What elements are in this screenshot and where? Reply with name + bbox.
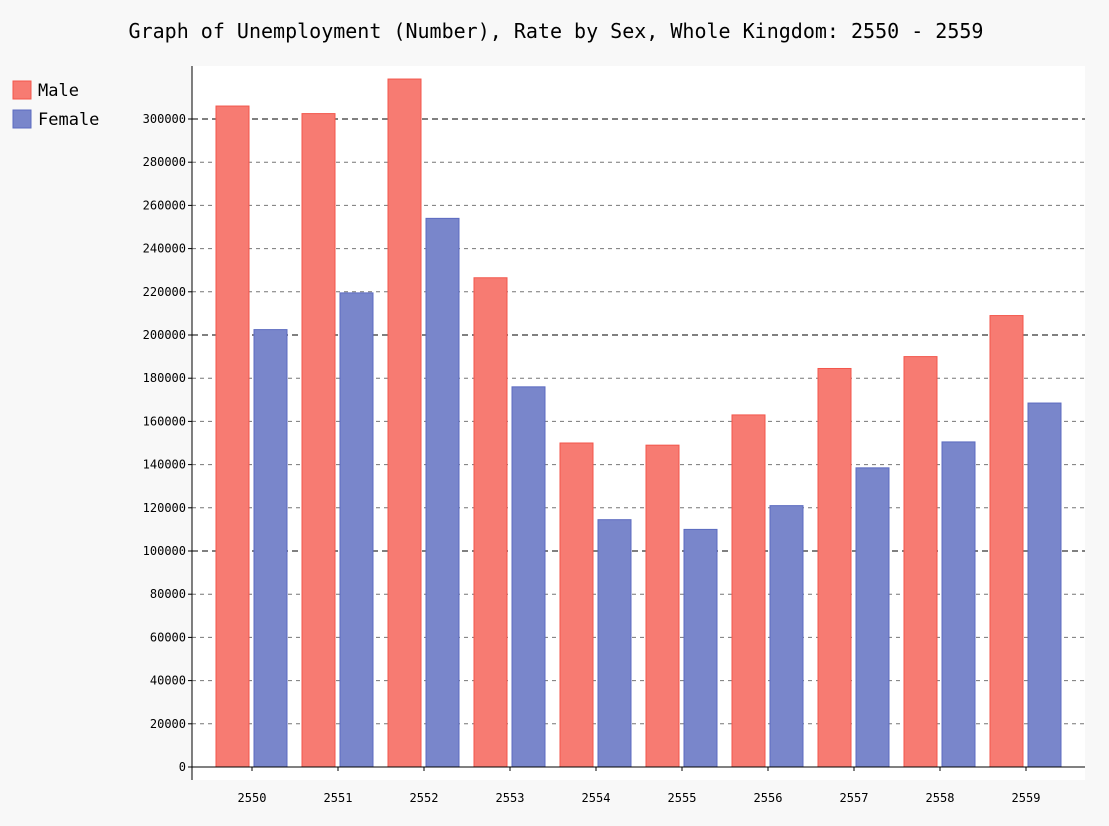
bar-male-2557[interactable] xyxy=(817,367,852,768)
legend-swatch-male xyxy=(12,80,32,100)
y-tick-label: 40000 xyxy=(150,674,186,688)
y-tick-label: 180000 xyxy=(143,371,186,385)
bar-male-2550[interactable] xyxy=(215,105,250,768)
x-tick-label: 2554 xyxy=(582,791,611,805)
y-tick-label: 100000 xyxy=(143,544,186,558)
x-tick-label: 2555 xyxy=(668,791,697,805)
bar-female-2557[interactable] xyxy=(855,467,890,768)
y-tick-label: 80000 xyxy=(150,587,186,601)
x-axis-ticks: 2550 2551 2552 2553 2554 2555 2556 2557 2558 2559 xyxy=(238,767,1041,805)
bar-female-2559[interactable] xyxy=(1027,402,1062,768)
x-tick-label: 2556 xyxy=(754,791,783,805)
bars xyxy=(215,78,1062,768)
bar-female-2553[interactable] xyxy=(511,386,546,768)
bar-male-2554[interactable] xyxy=(559,442,594,768)
legend-item-male[interactable]: Male xyxy=(12,80,79,101)
bar-male-2553[interactable] xyxy=(473,277,508,768)
y-tick-label: 200000 xyxy=(143,328,186,342)
legend-label-female: Female xyxy=(38,110,99,130)
x-tick-label: 2550 xyxy=(238,791,267,805)
x-tick-label: 2551 xyxy=(324,791,353,805)
y-tick-label: 0 xyxy=(179,760,186,774)
bar-female-2554[interactable] xyxy=(597,519,632,768)
x-tick-label: 2553 xyxy=(496,791,525,805)
bar-male-2552[interactable] xyxy=(387,78,422,768)
bar-female-2551[interactable] xyxy=(339,292,374,768)
y-tick-label: 120000 xyxy=(143,501,186,515)
x-tick-label: 2559 xyxy=(1012,791,1041,805)
legend: Male Female xyxy=(12,80,99,130)
chart-title: Graph of Unemployment (Number), Rate by … xyxy=(129,19,984,43)
bar-female-2552[interactable] xyxy=(425,217,460,768)
bar-male-2559[interactable] xyxy=(989,315,1024,768)
y-tick-label: 220000 xyxy=(143,285,186,299)
y-tick-label: 240000 xyxy=(143,242,186,256)
y-tick-label: 280000 xyxy=(143,155,186,169)
y-tick-label: 140000 xyxy=(143,458,186,472)
bar-female-2556[interactable] xyxy=(769,505,804,768)
bar-male-2555[interactable] xyxy=(645,444,680,768)
y-tick-label: 260000 xyxy=(143,198,186,212)
y-tick-label: 160000 xyxy=(143,414,186,428)
x-tick-label: 2552 xyxy=(410,791,439,805)
y-tick-label: 60000 xyxy=(150,630,186,644)
y-tick-label: 20000 xyxy=(150,717,186,731)
legend-item-female[interactable]: Female xyxy=(12,109,99,130)
legend-swatch-female xyxy=(12,109,32,129)
bar-male-2556[interactable] xyxy=(731,414,766,768)
bar-female-2558[interactable] xyxy=(941,441,976,768)
y-axis-ticks: 0 20000 40000 60000 80000 100000 120000 140000 1… xyxy=(143,112,192,774)
bar-male-2551[interactable] xyxy=(301,113,336,768)
x-tick-label: 2557 xyxy=(840,791,869,805)
bar-female-2555[interactable] xyxy=(683,528,718,768)
legend-label-male: Male xyxy=(38,81,79,101)
bar-female-2550[interactable] xyxy=(253,329,288,768)
bar-male-2558[interactable] xyxy=(903,356,938,768)
y-tick-label: 300000 xyxy=(143,112,186,126)
x-tick-label: 2558 xyxy=(926,791,955,805)
